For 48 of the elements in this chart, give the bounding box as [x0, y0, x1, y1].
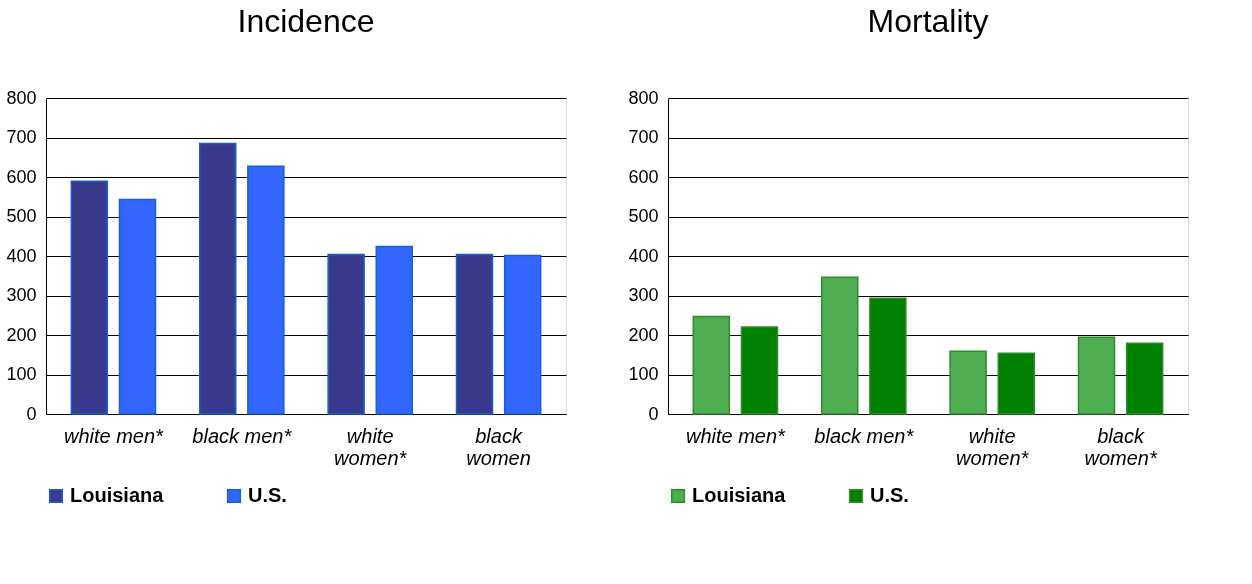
y-tick-label: 0 — [648, 403, 659, 424]
x-tick-label: black men* — [192, 424, 293, 447]
bar — [869, 297, 907, 415]
y-tick-label: 800 — [628, 87, 659, 108]
y-tick-label: 600 — [6, 166, 37, 187]
bar — [997, 352, 1036, 415]
bar — [503, 254, 542, 415]
y-tick-label: 500 — [6, 206, 37, 226]
x-tick-label: white men* — [63, 424, 165, 447]
y-tick-label: 400 — [6, 245, 37, 266]
y-tick-label: 200 — [628, 324, 659, 345]
y-tick-label: 800 — [6, 87, 37, 108]
bar — [740, 326, 779, 415]
bar — [375, 245, 414, 415]
bar — [118, 198, 157, 415]
bar — [820, 276, 859, 415]
bar — [247, 165, 285, 415]
y-tick-label: 500 — [628, 206, 659, 226]
bar — [949, 350, 987, 415]
x-tick-label: black men* — [814, 424, 915, 447]
x-tick-label: black women* — [1084, 424, 1158, 469]
bar — [692, 315, 731, 415]
legend-label: Louisiana — [692, 484, 787, 506]
y-tick-label: 700 — [628, 127, 659, 147]
y-tick-label: 400 — [628, 245, 659, 266]
y-tick-label: 300 — [628, 285, 659, 305]
x-tick-label: white women* — [956, 424, 1030, 469]
y-tick-label: 100 — [6, 364, 37, 384]
y-tick-label: 700 — [6, 127, 37, 147]
bar — [455, 253, 494, 415]
bar — [1125, 342, 1164, 415]
x-tick-label: black women — [466, 424, 531, 469]
bar — [327, 253, 365, 415]
y-tick-label: 200 — [6, 324, 37, 345]
legend-label: U.S. — [248, 484, 287, 506]
bar — [198, 142, 237, 415]
y-tick-label: 300 — [6, 285, 37, 305]
legend-label: Louisiana — [70, 484, 165, 506]
y-tick-label: 0 — [26, 403, 37, 424]
bar — [1077, 336, 1116, 415]
legend-label: U.S. — [870, 484, 909, 506]
x-tick-label: white women* — [334, 424, 408, 469]
bar — [70, 180, 109, 415]
chart-title: Incidence — [237, 3, 375, 39]
y-tick-label: 600 — [628, 166, 659, 187]
y-tick-label: 100 — [628, 364, 659, 384]
chart-title: Mortality — [867, 3, 989, 39]
x-tick-label: white men* — [685, 424, 787, 447]
